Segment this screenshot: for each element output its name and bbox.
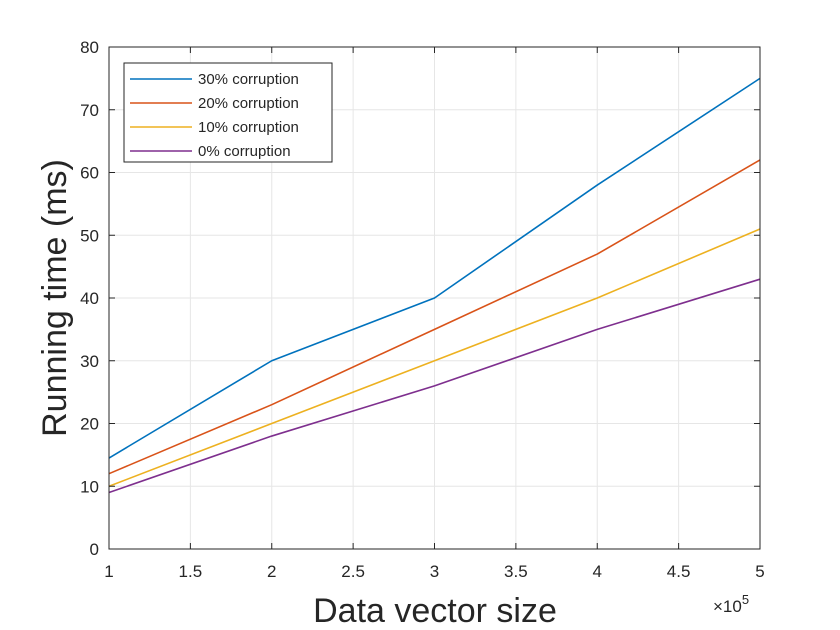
legend-label-3: 0% corruption xyxy=(198,143,291,160)
axis-ticks xyxy=(108,46,761,550)
x-tick-label: 5 xyxy=(755,562,764,581)
x-tick-label: 2.5 xyxy=(341,562,365,581)
y-tick-label: 50 xyxy=(80,226,99,245)
y-tick-label: 0 xyxy=(90,540,99,559)
x-tick-label: 4.5 xyxy=(667,562,691,581)
series-line-0 xyxy=(108,77,761,459)
legend-label-1: 20% corruption xyxy=(198,95,299,112)
series-line-2 xyxy=(108,228,761,487)
legend-label-2: 10% corruption xyxy=(198,119,299,136)
legend-label-0: 30% corruption xyxy=(198,71,299,88)
y-tick-label: 60 xyxy=(80,164,99,183)
y-tick-label: 80 xyxy=(80,38,99,57)
x-tick-label: 1.5 xyxy=(179,562,203,581)
x-exponent-power: 5 xyxy=(742,592,749,607)
y-tick-label: 20 xyxy=(80,415,99,434)
y-tick-label: 70 xyxy=(80,101,99,120)
y-tick-label: 40 xyxy=(80,289,99,308)
x-tick-label: 3 xyxy=(430,562,439,581)
x-exponent-label: ×105 xyxy=(713,592,749,616)
series-line-3 xyxy=(108,278,761,494)
legend: 30% corruption 20% corruption 10% corrupti… xyxy=(123,62,333,163)
x-exponent-base: ×10 xyxy=(713,597,742,616)
y-axis-title: Running time (ms) xyxy=(36,159,74,437)
series-lines xyxy=(108,77,761,494)
x-tick-label: 1 xyxy=(104,562,113,581)
x-axis-title: Data vector size xyxy=(313,592,557,630)
x-tick-label: 4 xyxy=(593,562,602,581)
y-tick-label: 10 xyxy=(80,477,99,496)
x-tick-label: 3.5 xyxy=(504,562,528,581)
x-tick-label: 2 xyxy=(267,562,276,581)
y-tick-label: 30 xyxy=(80,352,99,371)
series-line-1 xyxy=(108,159,761,475)
y-tick-labels: 0 10 20 30 40 50 60 70 80 xyxy=(80,38,99,559)
x-tick-labels: 1 1.5 2 2.5 3 3.5 4 4.5 5 xyxy=(104,562,764,581)
